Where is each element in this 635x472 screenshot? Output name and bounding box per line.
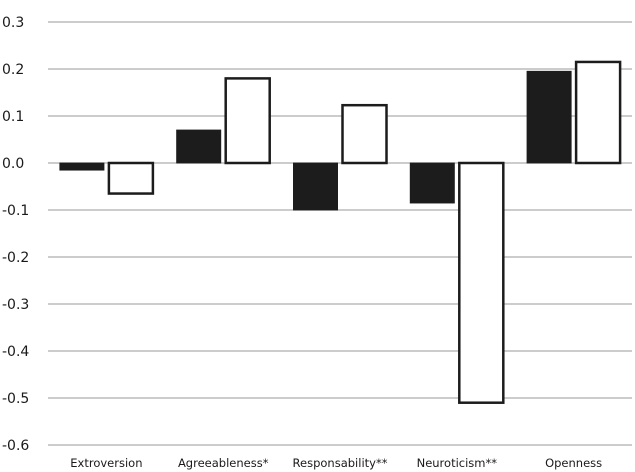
- y-tick-label: -0.4: [2, 344, 29, 360]
- bar-series-1-responsability: [293, 162, 338, 211]
- y-tick-label: -0.5: [2, 391, 29, 407]
- x-category-label: Extroversion: [70, 456, 142, 470]
- x-category-label: Responsability**: [293, 456, 388, 470]
- y-tick-label: -0.2: [2, 250, 29, 266]
- y-axis-tick-labels: 0.3 0.2 0.1 0.0 -0.1 -0.2 -0.3 -0.4 -0.5 -0.6: [2, 15, 29, 454]
- y-tick-label: 0.1: [2, 109, 24, 125]
- bar-series-1-neuroticism: [409, 162, 455, 204]
- bar-series-2-responsability: [341, 103, 388, 165]
- y-tick-label: 0.0: [2, 156, 24, 172]
- bar-series-2-neuroticism: [458, 161, 505, 404]
- y-tick-label: -0.1: [2, 203, 29, 219]
- bar-series-1-openness: [526, 70, 572, 164]
- bar-series-1-extroversion: [59, 162, 105, 171]
- y-tick-label: 0.2: [2, 62, 24, 78]
- y-tick-label: 0.3: [2, 15, 24, 31]
- bar-series-2-openness: [574, 60, 622, 165]
- bars: [59, 60, 622, 404]
- bar-series-2-extroversion: [107, 161, 155, 195]
- x-category-label: Neuroticism**: [417, 456, 498, 470]
- bar-series-2-agreeableness: [224, 77, 271, 165]
- bar-series-1-agreeableness: [176, 129, 222, 164]
- y-tick-label: -0.3: [2, 297, 29, 313]
- x-category-label: Openness: [545, 456, 602, 470]
- x-category-label: Agreeableness*: [178, 456, 269, 470]
- y-tick-label: -0.6: [2, 438, 29, 454]
- x-axis-category-labels: Extroversion Agreeableness* Responsability…: [70, 456, 602, 470]
